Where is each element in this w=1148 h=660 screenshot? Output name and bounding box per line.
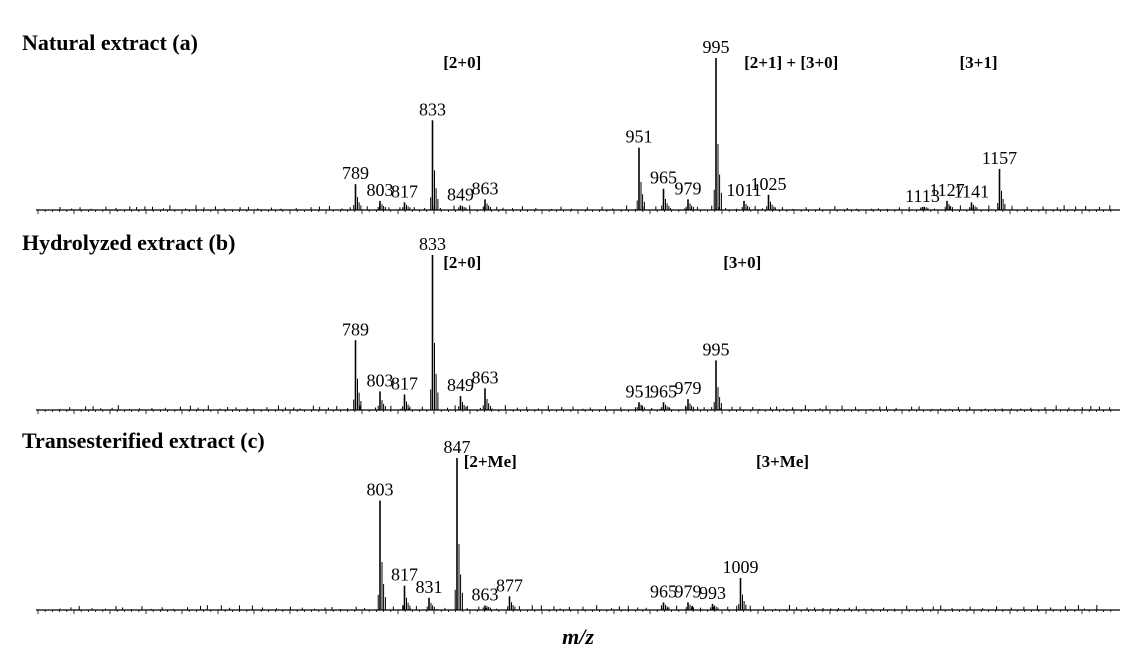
peak-label: 833 bbox=[419, 99, 446, 119]
group-label: [2+Me] bbox=[464, 452, 517, 471]
group-label: [2+0] bbox=[443, 53, 481, 72]
peak-label: 951 bbox=[626, 127, 653, 147]
peak-label: 831 bbox=[416, 577, 443, 597]
peak-label: 995 bbox=[703, 37, 730, 57]
peak-label: 993 bbox=[699, 583, 726, 603]
group-label: [3+0] bbox=[723, 253, 761, 272]
peak-label: 817 bbox=[391, 181, 418, 201]
peak-label: 979 bbox=[675, 378, 702, 398]
panel-title: Transesterified extract (c) bbox=[22, 428, 265, 453]
peak-label: 849 bbox=[447, 375, 474, 395]
peak-label: 863 bbox=[472, 584, 499, 604]
peak-label: 1011 bbox=[726, 180, 761, 200]
peak-label: 1127 bbox=[929, 180, 964, 200]
peak-label: 817 bbox=[391, 374, 418, 394]
spectrum-panel-1: Natural extract (a) [2+0] [2+1] + [3+0] [3+… bbox=[22, 30, 1120, 214]
peak-label: 1141 bbox=[954, 181, 989, 201]
group-label: [3+Me] bbox=[756, 452, 809, 471]
peak-label: 817 bbox=[391, 565, 418, 585]
x-axis-title: m/z bbox=[562, 624, 594, 649]
panel-title: Hydrolyzed extract (b) bbox=[22, 230, 235, 255]
group-label: [3+1] bbox=[959, 53, 997, 72]
peak-label: 1009 bbox=[723, 557, 759, 577]
peak-label: 833 bbox=[419, 234, 446, 254]
peak-label: 789 bbox=[342, 319, 369, 339]
peak-label: 1025 bbox=[751, 174, 787, 194]
panel-title: Natural extract (a) bbox=[22, 30, 198, 55]
peak-label: 1113 bbox=[905, 186, 940, 206]
peak-label: 965 bbox=[650, 581, 677, 601]
peak-label: 979 bbox=[675, 581, 702, 601]
spectrum-panel-2: Hydrolyzed extract (b) [2+0] [3+0] 789 80381… bbox=[22, 230, 1120, 414]
peak-label: 803 bbox=[367, 180, 394, 200]
peak-label: 863 bbox=[472, 178, 499, 198]
peak-label: 965 bbox=[650, 381, 677, 401]
peak-label: 847 bbox=[444, 437, 471, 457]
group-label: [2+1] + [3+0] bbox=[744, 53, 838, 72]
peak-label: 995 bbox=[703, 339, 730, 359]
peak-label: 803 bbox=[367, 480, 394, 500]
peak-label: 965 bbox=[650, 168, 677, 188]
peak-label: 849 bbox=[447, 184, 474, 204]
peak-label: 803 bbox=[367, 370, 394, 390]
spectrum-panel-3: Transesterified extract (c) [2+Me] [3+Me] 8… bbox=[22, 428, 1120, 614]
peak-label: 1157 bbox=[982, 148, 1017, 168]
peak-label: 951 bbox=[626, 381, 653, 401]
peak-label: 877 bbox=[496, 575, 523, 595]
group-label: [2+0] bbox=[443, 253, 481, 272]
peak-label: 979 bbox=[675, 178, 702, 198]
peak-label: 863 bbox=[472, 367, 499, 387]
peak-label: 789 bbox=[342, 163, 369, 183]
